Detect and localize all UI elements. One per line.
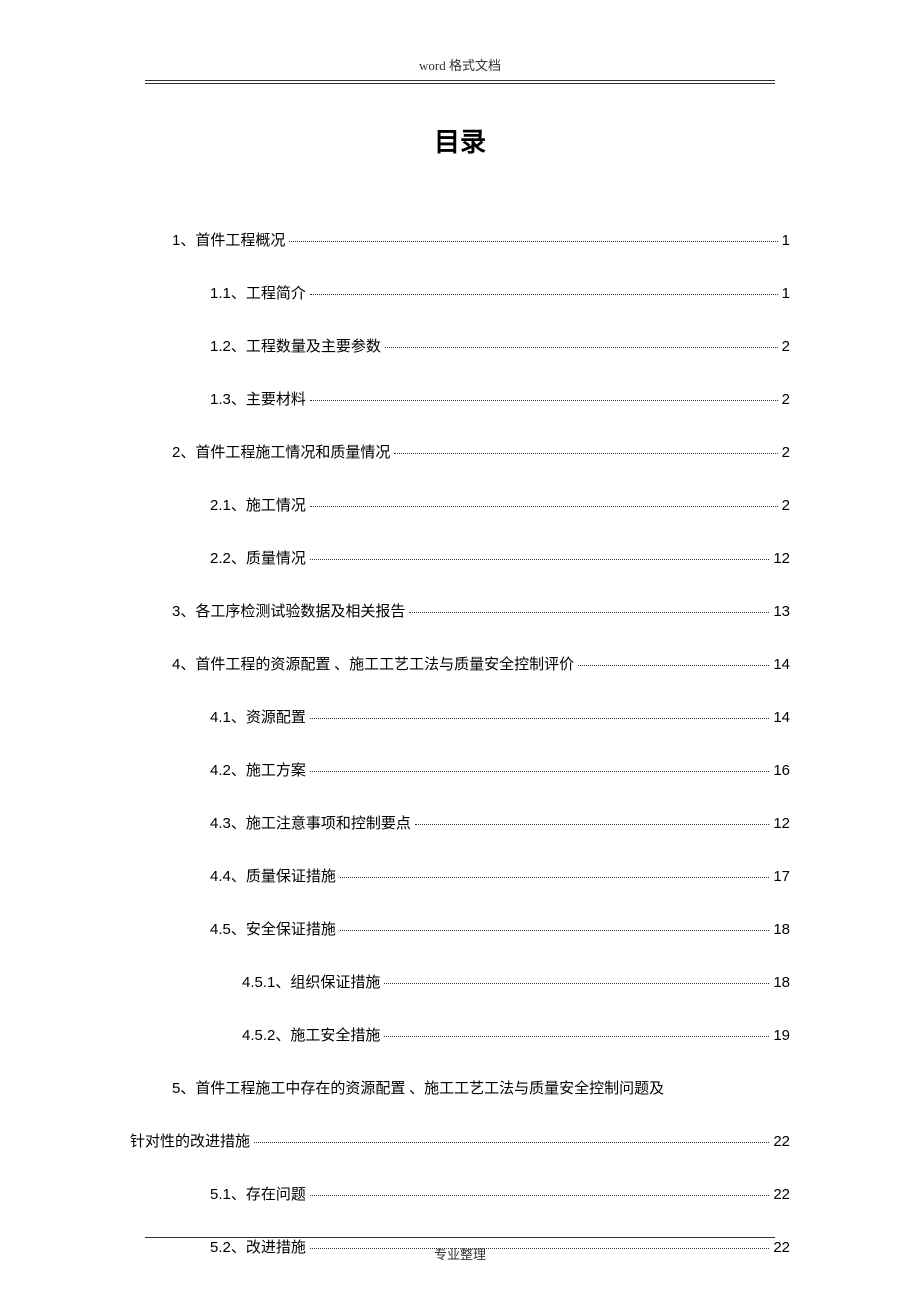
toc-label: 4.2、施工方案: [210, 759, 306, 780]
toc-label: 3、各工序检测试验数据及相关报告: [172, 600, 405, 621]
toc-page-number: 1: [782, 232, 790, 249]
header-text: word 格式文档: [419, 58, 501, 73]
toc-entry: 4.1、资源配置 14: [130, 706, 790, 727]
toc-page-number: 2: [782, 444, 790, 461]
toc-leader-dots: [394, 453, 777, 454]
toc-entry: 2.2、质量情况 12: [130, 547, 790, 568]
toc-label: 1.2、工程数量及主要参数: [210, 335, 381, 356]
toc-entry: 4.4、质量保证措施 17: [130, 865, 790, 886]
toc-page-number: 13: [773, 603, 790, 620]
toc-page-number: 12: [773, 815, 790, 832]
toc-page-number: 14: [773, 709, 790, 726]
toc-label: 1.1、工程简介: [210, 282, 306, 303]
toc-entry: 5、首件工程施工中存在的资源配置 、施工工艺工法与质量安全控制问题及: [130, 1077, 790, 1098]
toc-entry: 2.1、施工情况 2: [130, 494, 790, 515]
toc-leader-dots: [310, 294, 778, 295]
header-rule-top: [145, 80, 775, 81]
toc-label: 5、首件工程施工中存在的资源配置 、施工工艺工法与质量安全控制问题及: [172, 1077, 664, 1098]
toc-label: 针对性的改进措施: [130, 1130, 250, 1151]
toc-page-number: 12: [773, 550, 790, 567]
page-header: word 格式文档: [130, 55, 790, 80]
toc-entry: 1、首件工程概况 1: [130, 229, 790, 250]
toc-leader-dots: [310, 559, 769, 560]
toc-label: 4.3、施工注意事项和控制要点: [210, 812, 411, 833]
header-rule-bottom: [145, 83, 775, 84]
toc-page-number: 16: [773, 762, 790, 779]
toc-label: 4.5.2、施工安全措施: [242, 1024, 380, 1045]
toc-leader-dots: [310, 771, 769, 772]
toc-entry: 3、各工序检测试验数据及相关报告 13: [130, 600, 790, 621]
toc-entry: 4.5.1、组织保证措施 18: [130, 971, 790, 992]
table-of-contents: 1、首件工程概况11.1、工程简介11.2、工程数量及主要参数21.3、主要材料…: [130, 229, 790, 1257]
toc-leader-dots: [409, 612, 769, 613]
toc-leader-dots: [578, 665, 769, 666]
toc-page-number: 18: [773, 921, 790, 938]
toc-page-number: 19: [773, 1027, 790, 1044]
toc-leader-dots: [310, 718, 769, 719]
toc-label: 4.1、资源配置: [210, 706, 306, 727]
toc-leader-dots: [340, 930, 769, 931]
toc-label: 2.2、质量情况: [210, 547, 306, 568]
toc-entry: 4.3、施工注意事项和控制要点 12: [130, 812, 790, 833]
toc-label: 4.4、质量保证措施: [210, 865, 336, 886]
toc-entry: 4.5、安全保证措施 18: [130, 918, 790, 939]
toc-leader-dots: [310, 400, 778, 401]
toc-entry: 针对性的改进措施 22: [130, 1130, 790, 1151]
toc-entry: 1.1、工程简介 1: [130, 282, 790, 303]
toc-entry: 1.2、工程数量及主要参数 2: [130, 335, 790, 356]
toc-label: 4.5、安全保证措施: [210, 918, 336, 939]
toc-entry: 5.1、存在问题 22: [130, 1183, 790, 1204]
toc-leader-dots: [385, 347, 778, 348]
toc-page-number: 22: [773, 1186, 790, 1203]
toc-page-number: 2: [782, 338, 790, 355]
toc-leader-dots: [415, 824, 769, 825]
document-page: word 格式文档 目录 1、首件工程概况 1 1.1、工程简介 1 1.2、工程数量及…: [0, 0, 920, 1303]
toc-leader-dots: [384, 983, 769, 984]
toc-entry: 4.2、施工方案 16: [130, 759, 790, 780]
toc-page-number: 22: [773, 1133, 790, 1150]
toc-label: 4.5.1、组织保证措施: [242, 971, 380, 992]
toc-page-number: 2: [782, 497, 790, 514]
toc-label: 5.1、存在问题: [210, 1183, 306, 1204]
toc-entry: 4.5.2、施工安全措施 19: [130, 1024, 790, 1045]
toc-leader-dots: [310, 1195, 769, 1196]
toc-label: 2.1、施工情况: [210, 494, 306, 515]
toc-label: 1、首件工程概况: [172, 229, 285, 250]
toc-leader-dots: [289, 241, 777, 242]
toc-page-number: 17: [773, 868, 790, 885]
toc-entry: 4、首件工程的资源配置 、施工工艺工法与质量安全控制评价 14: [130, 653, 790, 674]
toc-page-number: 18: [773, 974, 790, 991]
page-title: 目录: [130, 122, 790, 159]
toc-entry: 1.3、主要材料 2: [130, 388, 790, 409]
toc-leader-dots: [384, 1036, 769, 1037]
footer-rule: [145, 1237, 775, 1238]
page-footer: 专业整理: [0, 1237, 920, 1263]
toc-label: 4、首件工程的资源配置 、施工工艺工法与质量安全控制评价: [172, 653, 574, 674]
toc-page-number: 14: [773, 656, 790, 673]
toc-leader-dots: [310, 506, 778, 507]
toc-page-number: 1: [782, 285, 790, 302]
toc-entry: 2、首件工程施工情况和质量情况 2: [130, 441, 790, 462]
footer-text: 专业整理: [434, 1247, 486, 1262]
toc-page-number: 2: [782, 391, 790, 408]
toc-leader-dots: [254, 1142, 769, 1143]
toc-label: 1.3、主要材料: [210, 388, 306, 409]
toc-label: 2、首件工程施工情况和质量情况: [172, 441, 390, 462]
toc-leader-dots: [340, 877, 769, 878]
